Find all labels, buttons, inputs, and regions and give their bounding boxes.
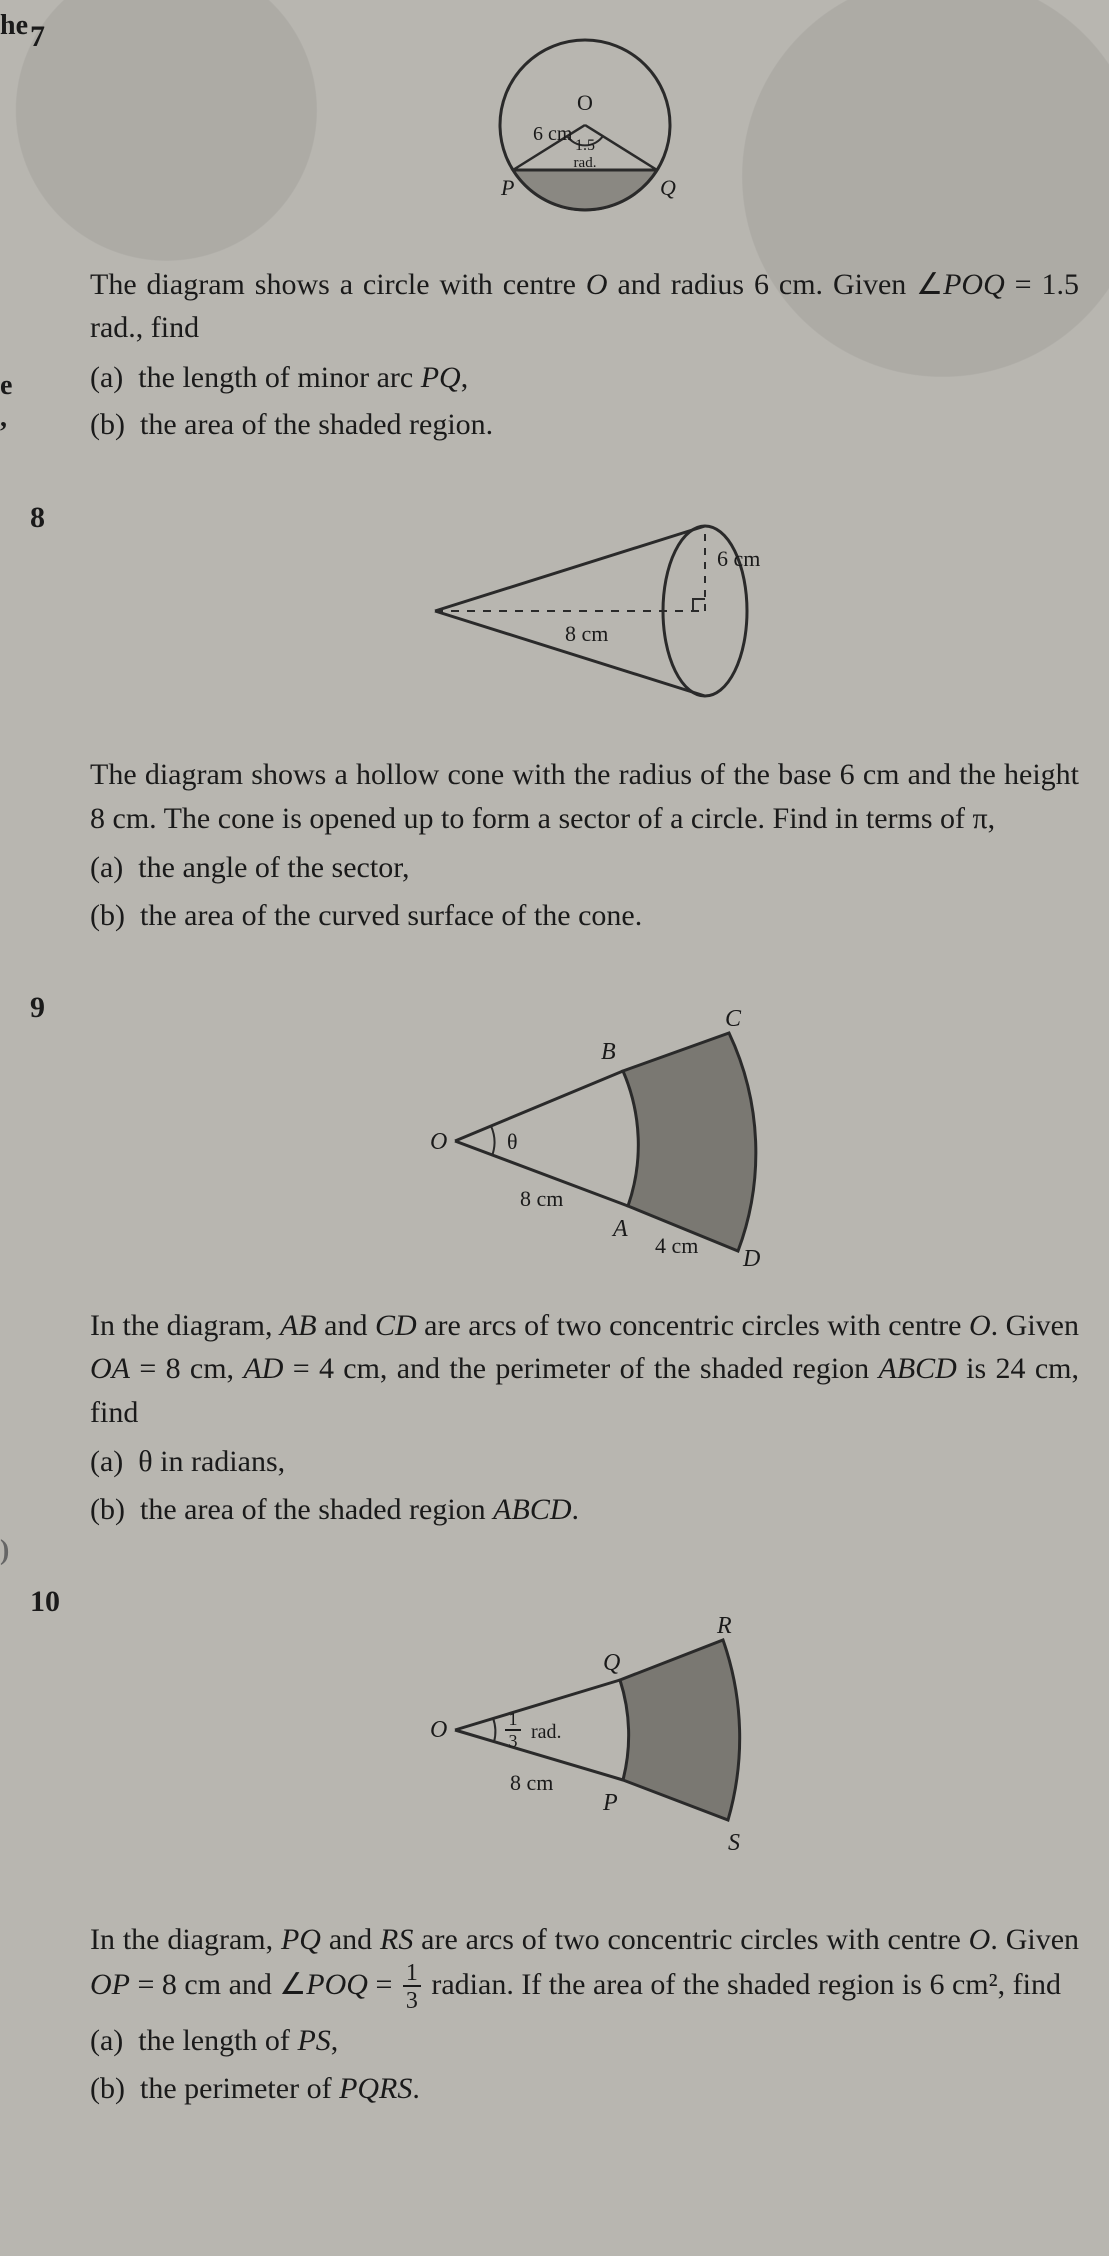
parts: (a) the length of minor arc PQ, (b) the …	[90, 356, 1079, 447]
intro: The diagram shows a hollow cone with the…	[90, 753, 1079, 840]
problem-8: 8 6 cm 8 cm The di	[30, 501, 1079, 942]
parts: (a) the angle of the sector, (b) the are…	[90, 846, 1079, 937]
label-6cm: 6 cm	[533, 123, 573, 145]
label-O: O	[577, 90, 593, 115]
problem-body: 6 cm 8 cm The diagram shows a hollow con…	[90, 501, 1079, 942]
part-b: (b) the area of the shaded region.	[90, 403, 1079, 447]
label-8cm: 8 cm	[565, 621, 608, 646]
label-Q: Q	[603, 1650, 620, 1676]
label-4cm: 4 cm	[655, 1233, 698, 1258]
label-rad: rad.	[531, 1721, 562, 1743]
edge-fragment-he: he	[0, 10, 28, 42]
problem-number: 7	[30, 20, 90, 54]
label-R: R	[716, 1613, 732, 1639]
problem-body: O 1 3 rad. Q R P S 8 cm In the diagram, …	[90, 1585, 1079, 2114]
label-S: S	[728, 1830, 740, 1856]
problem-text: In the diagram, PQ and RS are arcs of tw…	[90, 1918, 1079, 2111]
label-P: P	[602, 1790, 618, 1816]
diagram-circle-segment: O 6 cm 1.5 rad. P Q	[90, 20, 1079, 243]
problem-10: 10 O 1 3 rad. Q R P S 8	[30, 1585, 1079, 2114]
part-b: (b) the perimeter of PQRS.	[90, 2067, 1079, 2111]
label-rad: rad.	[573, 155, 596, 171]
problem-number: 9	[30, 991, 90, 1025]
intro: In the diagram, PQ and RS are arcs of tw…	[90, 1918, 1079, 2014]
label-theta: θ	[507, 1129, 518, 1154]
intro: In the diagram, AB and CD are arcs of tw…	[90, 1304, 1079, 1435]
label-O: O	[430, 1717, 447, 1743]
part-b: (b) the area of the curved surface of th…	[90, 894, 1079, 938]
part-a: (a) the length of minor arc PQ,	[90, 356, 1079, 400]
problem-7: 7 O 6 cm 1.5 rad. P Q	[30, 20, 1079, 451]
problem-number: 10	[30, 1585, 90, 1619]
problem-9: 9 O θ B C A D 8 cm	[30, 991, 1079, 1535]
page-content: 7 O 6 cm 1.5 rad. P Q	[30, 20, 1079, 2114]
problem-number: 8	[30, 501, 90, 535]
svg-text:1: 1	[508, 1709, 517, 1729]
diagram-annulus-sector-2: O 1 3 rad. Q R P S 8 cm	[90, 1585, 1079, 1898]
label-Q: Q	[660, 175, 676, 200]
diagram-annulus-sector: O θ B C A D 8 cm 4 cm	[90, 991, 1079, 1284]
edge-fragment-paren: )	[0, 1535, 9, 1567]
part-a: (a) the length of PS,	[90, 2019, 1079, 2063]
parts: (a) the length of PS, (b) the perimeter …	[90, 2019, 1079, 2110]
part-a: (a) the angle of the sector,	[90, 846, 1079, 890]
intro: The diagram shows a circle with centre O…	[90, 263, 1079, 350]
label-D: D	[742, 1246, 760, 1271]
diagram-cone: 6 cm 8 cm	[90, 501, 1079, 734]
edge-fragment-e: e,	[0, 370, 12, 434]
label-8cm: 8 cm	[520, 1186, 563, 1211]
label-A: A	[611, 1216, 628, 1242]
problem-text: In the diagram, AB and CD are arcs of tw…	[90, 1304, 1079, 1532]
label-6cm: 6 cm	[717, 546, 760, 571]
problem-text: The diagram shows a circle with centre O…	[90, 263, 1079, 447]
label-P: P	[500, 175, 514, 200]
label-O: O	[430, 1129, 447, 1155]
label-B: B	[601, 1039, 616, 1065]
problem-body: O θ B C A D 8 cm 4 cm In the diagram, AB…	[90, 991, 1079, 1535]
label-1.5: 1.5	[575, 137, 595, 154]
label-C: C	[725, 1006, 742, 1032]
problem-text: The diagram shows a hollow cone with the…	[90, 753, 1079, 937]
part-a: (a) θ in radians,	[90, 1440, 1079, 1484]
part-b: (b) the area of the shaded region ABCD.	[90, 1488, 1079, 1532]
svg-text:3: 3	[508, 1731, 517, 1751]
problem-body: O 6 cm 1.5 rad. P Q The diagram shows a …	[90, 20, 1079, 451]
label-8cm: 8 cm	[510, 1770, 553, 1795]
parts: (a) θ in radians, (b) the area of the sh…	[90, 1440, 1079, 1531]
